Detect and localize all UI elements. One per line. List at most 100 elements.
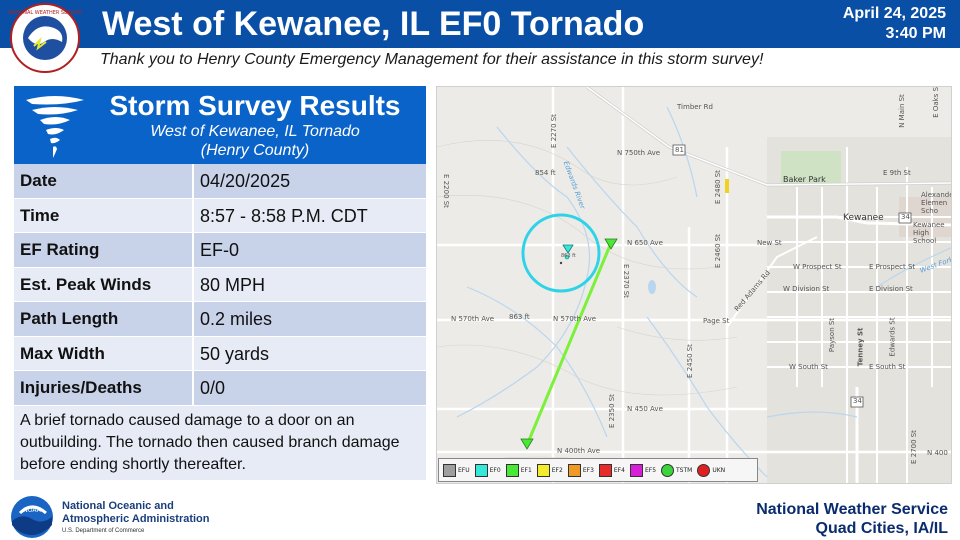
label-e2200: E 2200 St xyxy=(441,174,450,208)
row-label: Injuries/Deaths xyxy=(14,371,194,405)
legend-label: EF0 xyxy=(489,466,501,474)
legend-ef3-swatch xyxy=(567,463,581,477)
tornado-track xyxy=(525,242,613,446)
legend-item: EF1 xyxy=(505,463,532,477)
label-us34b: 34 xyxy=(853,397,862,405)
route-34-shield-south xyxy=(850,396,864,408)
nws-ring-text: NATIONAL WEATHER SERVICE xyxy=(8,10,82,16)
noaa-line1: National Oceanic and xyxy=(62,500,174,512)
marker-yellow xyxy=(725,179,729,193)
nws-line1: National Weather Service xyxy=(756,501,948,518)
noaa-logo: NOAA xyxy=(11,496,53,538)
route-34-shield xyxy=(898,212,912,224)
table-row: EF Rating EF-0 xyxy=(14,233,426,268)
pond xyxy=(648,280,656,294)
noaa-dept: U.S. Department of Commerce xyxy=(62,528,145,534)
label-n400b: N 400 xyxy=(927,449,948,457)
survey-subtitle-line1: West of Kewanee, IL Tornado xyxy=(150,123,360,140)
legend-item: EF5 xyxy=(629,463,656,477)
legend-ef5-swatch xyxy=(629,463,643,477)
survey-header: Storm Survey Results West of Kewanee, IL… xyxy=(14,86,426,164)
survey-description: A brief tornado caused damage to a door … xyxy=(14,405,426,480)
subheader xyxy=(0,48,960,74)
legend-label: EF4 xyxy=(613,466,625,474)
nws-logo: NATIONAL WEATHER SERVICE xyxy=(8,3,82,73)
legend-ef0-swatch xyxy=(474,463,488,477)
route-81-shield xyxy=(672,144,686,156)
ef1-marker xyxy=(520,438,534,450)
label-e2700: E 2700 St xyxy=(909,430,918,464)
table-row: Path Length 0.2 miles xyxy=(14,302,426,337)
row-label: EF Rating xyxy=(14,233,194,267)
label-e9th: E 9th St xyxy=(883,169,911,177)
label-alexander: Alexande Elemen Scho xyxy=(921,191,952,215)
date-text: April 24, 2025 xyxy=(842,5,946,22)
label-elev863b: 863 ft xyxy=(561,253,576,259)
legend-item: EF2 xyxy=(536,463,563,477)
table-row: Time 8:57 - 8:58 P.M. CDT xyxy=(14,198,426,233)
label-main-st: N Main St xyxy=(897,94,906,128)
label-kewanee: Kewanee xyxy=(843,213,884,223)
legend-tstm-swatch xyxy=(661,463,675,477)
label-w-division: W Division St xyxy=(783,285,830,293)
noaa-name: National Oceanic and Atmospheric Adminis… xyxy=(62,500,210,526)
row-value: 80 MPH xyxy=(200,274,266,295)
datetime: April 24, 2025 3:40 PM xyxy=(843,4,946,44)
label-n570: N 570th Ave xyxy=(451,315,495,323)
label-edwards-st: Edwards St xyxy=(888,317,897,357)
row-value: 0/0 xyxy=(200,378,226,398)
table-row: Est. Peak Winds 80 MPH xyxy=(14,267,426,302)
table-row: Injuries/Deaths 0/0 xyxy=(14,371,426,406)
row-label: Max Width xyxy=(14,336,194,370)
noaa-badge-text: NOAA xyxy=(23,507,41,514)
label-n570b: N 570th Ave xyxy=(553,315,597,323)
label-n650: N 650 Ave xyxy=(627,239,663,247)
nws-line2: Quad Cities, IA/IL xyxy=(815,520,948,537)
label-tenney: Tenney St xyxy=(856,327,865,367)
legend-label: EF2 xyxy=(551,466,563,474)
legend-ef4-swatch xyxy=(598,463,612,477)
table-row: Max Width 50 yards xyxy=(14,336,426,371)
legend-efu-swatch xyxy=(443,463,456,477)
label-e2450: E 2450 St xyxy=(685,344,694,378)
label-e2460: E 2460 St xyxy=(713,234,722,268)
label-e-division: E Division St xyxy=(869,285,913,293)
row-value: 04/20/2025 xyxy=(200,171,291,191)
label-elev863: 863 ft xyxy=(509,313,530,321)
survey-panel: Storm Survey Results West of Kewanee, IL… xyxy=(14,86,426,480)
label-us34: 34 xyxy=(901,213,910,221)
survey-map[interactable]: Timber Rd N 750th Ave 81 E 2270 St E 220… xyxy=(436,86,952,484)
legend-item: EF0 xyxy=(474,463,501,477)
legend-item: EFU xyxy=(443,463,470,477)
legend-ef2-swatch xyxy=(536,463,550,477)
survey-title: Storm Survey Results xyxy=(109,90,401,121)
survey-subtitle-line2: (Henry County) xyxy=(200,142,310,159)
row-label: Est. Peak Winds xyxy=(14,267,194,301)
label-n400: N 400th Ave xyxy=(557,447,601,455)
ef0-marker xyxy=(562,244,574,254)
legend-label: EF1 xyxy=(520,466,532,474)
legend-item: TSTM xyxy=(661,463,692,477)
noaa-line2: Atmospheric Administration xyxy=(62,513,210,525)
legend-ukn-swatch xyxy=(697,463,711,477)
label-w-prospect: W Prospect St xyxy=(793,263,842,271)
label-baker-park: Baker Park xyxy=(783,175,826,184)
row-value: 0.2 miles xyxy=(200,309,273,329)
label-new-st: New St xyxy=(757,239,782,247)
row-label: Path Length xyxy=(14,302,194,336)
header-bar xyxy=(0,0,960,48)
label-us81: 81 xyxy=(675,146,684,154)
label-e2350: E 2350 St xyxy=(607,394,616,428)
legend-ef1-swatch xyxy=(505,463,519,477)
legend-label: UKN xyxy=(712,466,726,474)
row-label: Time xyxy=(14,198,194,232)
map-legend: EFU EF0 EF1 EF2 EF3 EF4 EF5 TSTM UKN xyxy=(438,458,758,482)
label-timber-rd: Timber Rd xyxy=(677,103,713,111)
label-e2270: E 2270 St xyxy=(549,114,558,148)
label-n750: N 750th Ave xyxy=(617,149,661,157)
survey-subtitle: West of Kewanee, IL Tornado (Henry Count… xyxy=(100,122,410,160)
table-row: Date 04/20/2025 xyxy=(14,164,426,199)
label-w-south: W South St xyxy=(789,363,828,371)
legend-item: EF4 xyxy=(598,463,625,477)
label-kewanee-hs: Kewanee High School xyxy=(913,221,945,245)
